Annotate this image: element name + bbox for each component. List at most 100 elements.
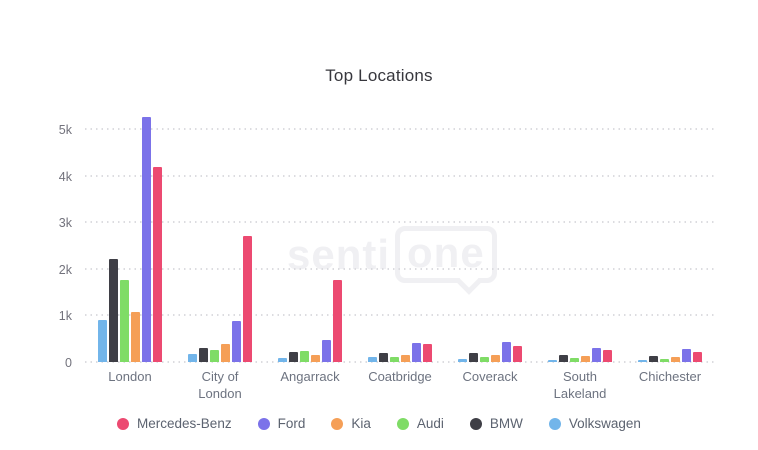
gridline-3k	[85, 221, 715, 224]
bar-volkswagen	[367, 357, 378, 362]
bar-kia	[310, 355, 321, 362]
bar-kia	[670, 357, 681, 362]
watermark-speech-bubble-icon: one	[395, 226, 497, 283]
gridline-0	[85, 361, 715, 363]
x-label-text: London	[108, 369, 152, 384]
x-label-text: Chichester	[638, 369, 702, 384]
x-axis: London City of London Angarrack Coatbridge C…	[85, 369, 715, 403]
bar-audi	[119, 280, 130, 362]
x-label-city-of-london: City of London	[175, 369, 265, 403]
bar-audi	[479, 356, 490, 362]
bar-mercedes-benz	[692, 352, 703, 362]
legend-label: Ford	[277, 416, 306, 431]
bar-group-angarrack	[265, 110, 355, 362]
y-tick-label-4k: 4k	[58, 169, 72, 184]
bar-audi	[209, 349, 220, 362]
bar-volkswagen	[547, 359, 558, 362]
x-label-text: Coatbridge	[368, 369, 432, 384]
legend-dot-icon	[331, 417, 344, 430]
bar-mercedes-benz	[242, 236, 253, 362]
bar-group-coatbridge	[355, 110, 445, 362]
x-label-text: South Lakeland	[553, 369, 607, 401]
bar-ford	[141, 116, 152, 362]
bar-audi	[659, 358, 670, 362]
bar-bmw	[198, 347, 209, 362]
bar-mercedes-benz	[152, 166, 163, 362]
legend-item-mercedes-benz[interactable]: Mercedes-Benz	[117, 416, 232, 431]
bar-ford	[321, 339, 332, 362]
x-label-text: Coverack	[462, 369, 518, 384]
bar-mercedes-benz	[602, 350, 613, 362]
watermark-text-one: one	[407, 229, 485, 276]
bar-group-south-lakeland	[535, 110, 625, 362]
legend-dot-icon	[257, 417, 270, 430]
legend-dot-icon	[548, 417, 561, 430]
bar-ford	[501, 342, 512, 362]
x-label-coatbridge: Coatbridge	[355, 369, 445, 403]
x-label-south-lakeland: South Lakeland	[535, 369, 625, 403]
legend: Mercedes-Benz Ford Kia Audi BMW Volkswagen	[0, 416, 758, 431]
bar-kia	[130, 312, 141, 362]
gridline-5k	[85, 128, 715, 130]
bar-bmw	[108, 259, 119, 362]
legend-dot-icon	[469, 417, 482, 430]
x-label-coverack: Coverack	[445, 369, 535, 403]
bar-bmw	[648, 355, 659, 362]
bar-kia	[400, 355, 411, 362]
bar-bmw	[288, 352, 299, 362]
legend-item-bmw[interactable]: BMW	[469, 416, 523, 431]
bar-kia	[490, 355, 501, 362]
gridline-4k	[85, 174, 715, 177]
bar-mercedes-benz	[332, 279, 343, 362]
bar-audi	[299, 351, 310, 362]
legend-label: Mercedes-Benz	[137, 416, 232, 431]
x-label-text: Angarrack	[280, 369, 340, 384]
bar-groups	[85, 110, 715, 362]
gridline-2k	[85, 267, 715, 270]
legend-label: Audi	[416, 416, 444, 431]
x-label-london: London	[85, 369, 175, 403]
legend-label: Volkswagen	[568, 416, 641, 431]
legend-item-volkswagen[interactable]: Volkswagen	[548, 416, 641, 431]
legend-dot-icon	[396, 417, 409, 430]
bar-kia	[580, 356, 591, 362]
legend-label: Kia	[351, 416, 371, 431]
bar-kia	[220, 344, 231, 362]
bar-mercedes-benz	[422, 343, 433, 362]
bar-bmw	[378, 352, 389, 362]
chart-title: Top Locations	[325, 66, 433, 85]
x-label-text: City of London	[198, 369, 242, 401]
x-label-chichester: Chichester	[625, 369, 715, 403]
bar-ford	[231, 321, 242, 362]
gridline-1k	[85, 314, 715, 317]
bar-group-chichester	[625, 110, 715, 362]
y-tick-label-3k: 3k	[58, 216, 72, 231]
bar-group-london	[85, 110, 175, 362]
legend-item-ford[interactable]: Ford	[257, 416, 306, 431]
bar-bmw	[558, 354, 569, 362]
bar-volkswagen	[457, 358, 468, 362]
legend-item-kia[interactable]: Kia	[331, 416, 371, 431]
bar-volkswagen	[97, 320, 108, 362]
y-tick-label-1k: 1k	[58, 309, 72, 324]
bar-volkswagen	[277, 357, 288, 362]
bar-bmw	[468, 353, 479, 362]
legend-label: BMW	[489, 416, 523, 431]
bar-ford	[591, 347, 602, 362]
y-tick-label-5k: 5k	[58, 123, 72, 137]
legend-dot-icon	[117, 417, 130, 430]
plot-area	[85, 110, 715, 363]
bar-audi	[569, 357, 580, 362]
y-tick-label-0: 0	[65, 356, 72, 370]
bar-group-coverack	[445, 110, 535, 362]
x-label-angarrack: Angarrack	[265, 369, 355, 403]
bar-ford	[411, 342, 422, 362]
bar-volkswagen	[187, 353, 198, 362]
bar-audi	[389, 356, 400, 362]
legend-item-audi[interactable]: Audi	[396, 416, 444, 431]
y-axis: 0 1k 2k 3k 4k 5k	[0, 110, 72, 370]
bar-ford	[681, 349, 692, 362]
y-tick-label-2k: 2k	[58, 262, 72, 277]
bar-mercedes-benz	[512, 346, 523, 362]
